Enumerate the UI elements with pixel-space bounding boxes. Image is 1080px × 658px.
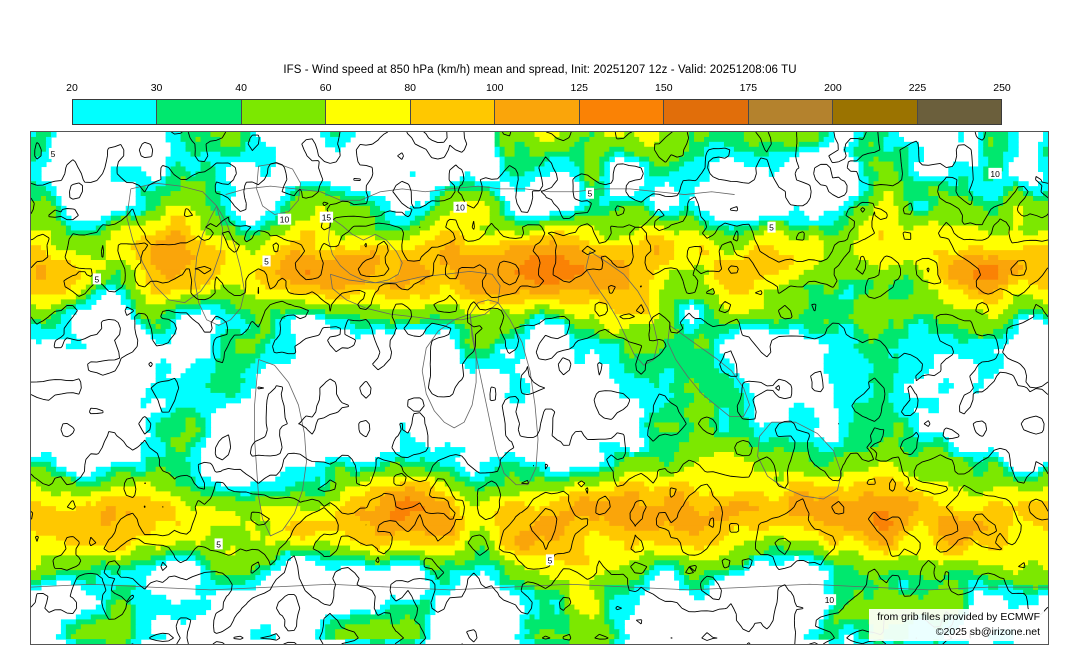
contour-label: 10	[280, 215, 290, 225]
contour-label: 5	[51, 149, 56, 159]
colorbar-band-150-175	[664, 100, 749, 124]
contour-label: 5	[216, 539, 221, 549]
colorbar-tick-125: 125	[570, 82, 589, 94]
colorbar-band-60-80	[326, 100, 411, 124]
colorbar-band-30-40	[157, 100, 242, 124]
colorbar-tick-225: 225	[908, 82, 927, 94]
colorbar-band-225-250	[917, 100, 1001, 124]
colorbar-tick-175: 175	[739, 82, 758, 94]
spread-contour-10	[31, 196, 1048, 571]
coastline-path	[256, 162, 301, 215]
coastline-path	[667, 325, 750, 417]
colorbar-bands	[72, 99, 1002, 125]
contour-label: 5	[588, 189, 593, 199]
map-canvas[interactable]: 5 5 10 15 5 10 5 5 10 5 5 10 from grib files provid…	[30, 131, 1049, 645]
colorbar-band-80-100	[410, 100, 496, 124]
attribution-source: from grib files provided by ECMWF	[877, 610, 1040, 623]
colorbar-tick-40: 40	[235, 82, 247, 94]
contour-label: 5	[548, 555, 553, 565]
coastline-path	[254, 359, 307, 537]
colorbar-band-20-30	[73, 100, 158, 124]
contour-label: 10	[455, 203, 465, 213]
colorbar: 20 30 40 60 80 100 125 150 175 200 225 250	[66, 82, 1011, 125]
contour-label: 5	[264, 256, 269, 266]
coastline-path	[126, 182, 224, 304]
coastline-path	[328, 217, 403, 284]
coastline-path	[585, 251, 659, 366]
colorbar-tick-200: 200	[824, 82, 842, 94]
coastline-path	[194, 205, 245, 326]
spread-contour-15	[250, 240, 930, 528]
attribution: from grib files provided by ECMWF ©2025 …	[869, 608, 1044, 641]
attribution-copyright: ©2025 sb@irizone.net	[935, 625, 1040, 638]
coastline-path	[421, 313, 477, 429]
colorbar-tick-60: 60	[319, 82, 332, 94]
contour-label: 5	[95, 274, 100, 284]
contour-label: 5	[769, 223, 774, 233]
spread-contour-labels: 5 5 10 15 5 10 5 5 10 5 5 10	[48, 147, 1002, 605]
spread-contours	[31, 132, 1048, 644]
contour-label: 15	[322, 213, 332, 223]
colorbar-band-125-150	[579, 100, 665, 124]
coastlines	[31, 162, 1048, 591]
colorbar-tick-250: 250	[993, 82, 1011, 94]
contour-label: 10	[825, 595, 835, 605]
colorbar-tick-30: 30	[150, 82, 163, 94]
colorbar-tick-80: 80	[404, 82, 417, 94]
coastline-path	[225, 185, 735, 201]
map-field-svg: 5 5 10 15 5 10 5 5 10 5 5 10	[31, 132, 1048, 644]
colorbar-tick-150: 150	[655, 82, 673, 94]
colorbar-tick-20: 20	[66, 82, 78, 94]
contour-label: 10	[990, 169, 1000, 179]
colorbar-tick-labels: 20 30 40 60 80 100 125 150 175 200 225 250	[66, 82, 1011, 96]
colorbar-band-200-225	[833, 100, 918, 124]
colorbar-band-100-125	[495, 100, 580, 124]
coastline-path	[757, 421, 842, 500]
colorbar-tick-100: 100	[485, 82, 504, 94]
page-title: IFS - Wind speed at 850 hPa (km/h) mean …	[283, 64, 797, 76]
colorbar-band-175-200	[748, 100, 834, 124]
spread-contour-5	[31, 132, 1048, 644]
colorbar-band-40-60	[241, 100, 327, 124]
